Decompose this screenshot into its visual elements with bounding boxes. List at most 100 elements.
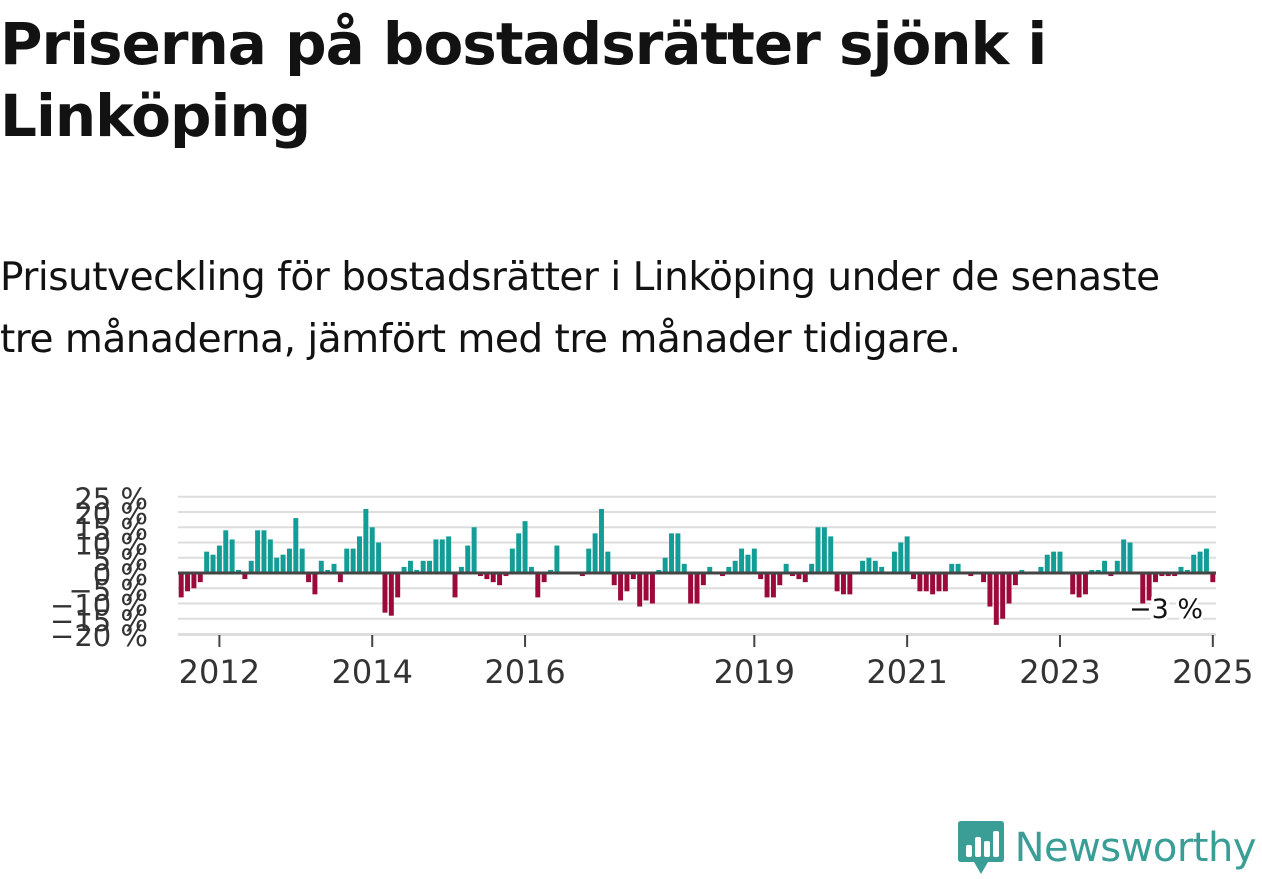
bar: [382, 573, 388, 613]
bar: [344, 548, 350, 573]
bar: [1114, 560, 1120, 573]
bar: [624, 573, 630, 592]
bar: [497, 573, 503, 586]
bar: [471, 527, 477, 573]
bar: [388, 573, 394, 616]
y-tick-label: 0 %: [93, 558, 148, 592]
bar: [1051, 551, 1057, 573]
bar: [1000, 573, 1006, 619]
x-tick-label: 2016: [484, 653, 565, 691]
bar: [1127, 542, 1133, 573]
logo-text: Newsworthy: [1014, 825, 1257, 871]
bar: [484, 573, 490, 580]
bar: [688, 573, 694, 604]
x-tick-label: 2021: [866, 653, 947, 691]
x-tick-label: 2012: [179, 653, 260, 691]
bar: [809, 563, 815, 573]
bar: [236, 569, 241, 573]
bar: [904, 536, 910, 573]
bar: [790, 573, 796, 577]
bar: [834, 573, 840, 592]
bar: [478, 573, 483, 577]
bar: [872, 560, 878, 573]
bar: [981, 573, 987, 583]
bar: [325, 569, 331, 573]
bar: [579, 573, 585, 577]
bar: [1038, 566, 1044, 573]
bar: [802, 573, 808, 583]
bar: [1095, 569, 1101, 573]
bar: [796, 573, 802, 580]
bar: [420, 560, 426, 573]
bar: [681, 563, 687, 573]
y-tick-label: 20 %: [74, 497, 148, 531]
bar: [949, 563, 955, 573]
bar: [777, 573, 783, 586]
bar: [930, 573, 936, 595]
bar: [293, 518, 299, 573]
bar: [465, 545, 471, 573]
bar: [248, 560, 254, 573]
x-tick-label: 2025: [1172, 653, 1253, 691]
bar: [1146, 573, 1152, 601]
bar: [541, 573, 547, 583]
bar: [1076, 573, 1082, 598]
bar: [942, 573, 948, 592]
bar: [1121, 539, 1127, 573]
bar: [1165, 573, 1171, 577]
bar: [528, 566, 534, 573]
bar: [286, 548, 292, 573]
bar: [1102, 560, 1108, 573]
bar: [280, 554, 286, 573]
bar: [611, 573, 617, 586]
y-axis-labels: 25 %20 %15 %10 %5 %0 %−5 %−10 %−15 %−20 …: [50, 482, 148, 653]
bar: [987, 573, 993, 607]
bar: [401, 566, 407, 573]
bar: [1197, 551, 1203, 573]
bar: [783, 563, 789, 573]
newsworthy-logo: Newsworthy: [957, 819, 1257, 877]
x-tick-label: 2023: [1019, 653, 1100, 691]
bar: [828, 536, 834, 573]
bar: [554, 545, 560, 573]
bar: [369, 527, 375, 573]
bar: [178, 573, 184, 598]
bar: [770, 573, 776, 598]
bar: [204, 551, 210, 573]
bar: [866, 557, 872, 573]
bar: [223, 530, 229, 573]
bar: [643, 573, 649, 601]
bar: [936, 573, 942, 592]
x-axis-labels: 2012 2014 2016 2019 2021 2023 2025: [179, 635, 1254, 691]
bar: [598, 508, 604, 573]
bar: [407, 560, 413, 573]
bar: [376, 542, 382, 573]
bar: [210, 554, 216, 573]
y-tick-label: 25 %: [74, 482, 148, 516]
bar: [446, 536, 452, 573]
bar: [993, 573, 999, 625]
bar: [267, 539, 273, 573]
bar: [891, 551, 897, 573]
bar: [548, 569, 554, 573]
bar: [955, 563, 961, 573]
bar: [337, 573, 343, 583]
bar: [516, 533, 522, 573]
y-tick-label: 5 %: [93, 543, 148, 577]
price-change-bar-chart: 25 %20 %15 %10 %5 %0 %−5 %−10 %−15 %−20 …: [50, 482, 1254, 691]
y-tick-label: −5 %: [68, 573, 148, 607]
bar: [911, 573, 916, 580]
bar: [618, 573, 624, 601]
newsworthy-logo-icon: [957, 821, 1004, 874]
bar: [185, 573, 191, 592]
bar: [242, 573, 248, 580]
bar: [656, 569, 662, 573]
bar: [719, 573, 725, 577]
bar: [1108, 573, 1114, 577]
bar: [649, 573, 655, 604]
chart-subtitle: Prisutveckling för bostadsrätter i Linkö…: [0, 255, 1160, 362]
bar: [898, 542, 904, 573]
bar: [694, 573, 700, 604]
bar: [630, 573, 636, 580]
y-tick-label: −20 %: [50, 619, 148, 653]
